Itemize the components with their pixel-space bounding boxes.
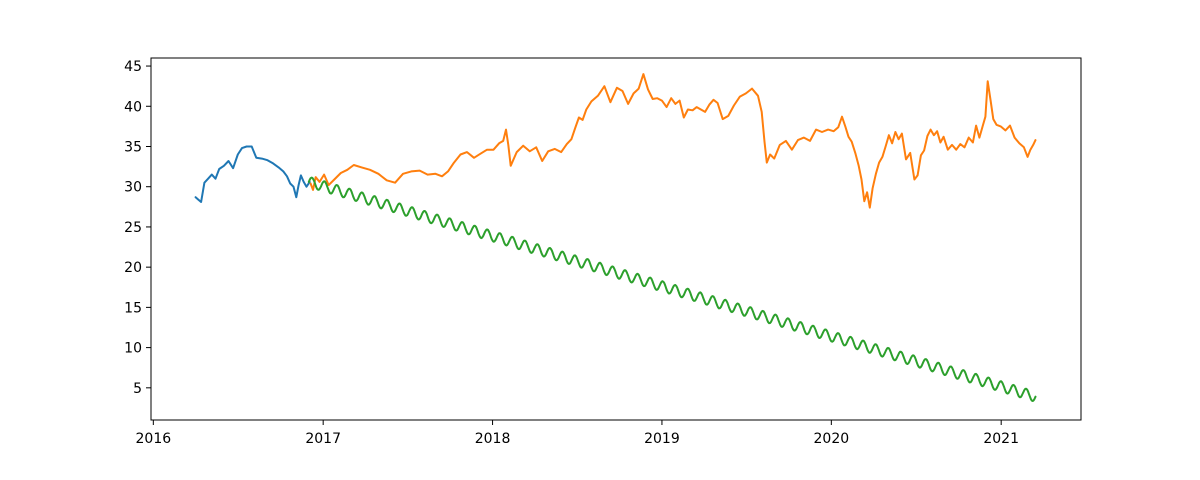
plot-frame — [150, 57, 1082, 421]
y-tick-label: 45 — [124, 59, 142, 75]
x-axis: 2016 2017 2018 2019 2020 2021 — [136, 420, 1019, 447]
y-tick-label: 30 — [124, 180, 142, 196]
y-tick-label: 40 — [124, 99, 142, 115]
x-tick-label: 2018 — [475, 431, 511, 447]
y-tick-label: 5 — [133, 381, 142, 397]
y-tick-label: 20 — [124, 260, 142, 276]
y-tick-label: 35 — [124, 139, 142, 155]
series-line-1 — [194, 145, 311, 203]
x-tick-label: 2019 — [644, 431, 680, 447]
x-tick-label: 2016 — [136, 431, 172, 447]
y-tick-label: 10 — [124, 341, 142, 357]
x-tick-label: 2021 — [983, 431, 1019, 447]
y-axis: 5 10 15 20 25 30 35 40 45 — [124, 59, 151, 397]
y-tick-label: 15 — [124, 300, 142, 316]
y-tick-label: 25 — [124, 220, 142, 236]
x-tick-label: 2017 — [305, 431, 341, 447]
series-line-2 — [309, 73, 1037, 209]
series-layer — [194, 73, 1037, 402]
series-line-3 — [307, 176, 1037, 402]
x-tick-label: 2020 — [814, 431, 850, 447]
